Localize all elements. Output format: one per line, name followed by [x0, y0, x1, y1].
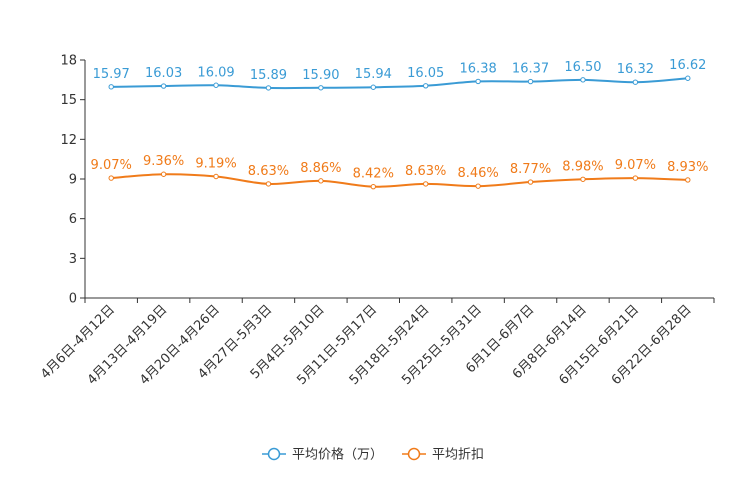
data-label: 15.90	[302, 68, 339, 83]
data-label: 8.46%	[457, 166, 498, 181]
data-label: 15.89	[250, 68, 287, 83]
series-line-1	[111, 173, 688, 188]
data-point[interactable]	[580, 77, 586, 83]
data-point[interactable]	[265, 181, 272, 187]
data-label: 8.42%	[353, 167, 394, 182]
legend: 平均价格（万） 平均折扣	[262, 447, 484, 463]
data-point[interactable]	[632, 79, 639, 85]
data-labels: 15.97 16.03 16.09 15.89 15.90 15.94 16.05 16.38…	[91, 58, 709, 181]
data-point[interactable]	[318, 85, 324, 91]
data-point[interactable]	[632, 175, 639, 181]
data-label: 8.86%	[300, 161, 341, 176]
data-point[interactable]	[527, 78, 534, 85]
data-point[interactable]	[160, 83, 167, 89]
data-label: 16.50	[564, 60, 601, 75]
y-tick-label: 0	[69, 292, 77, 307]
data-point[interactable]	[370, 183, 376, 190]
data-label: 15.97	[93, 67, 130, 82]
legend-item-1[interactable]: 平均折扣	[402, 448, 484, 463]
data-point[interactable]	[685, 75, 691, 81]
data-point[interactable]	[580, 176, 586, 182]
data-point[interactable]	[685, 177, 691, 183]
data-label: 8.63%	[405, 164, 446, 179]
data-label: 16.03	[145, 66, 182, 81]
data-point[interactable]	[108, 175, 114, 181]
data-label: 16.38	[460, 61, 497, 76]
data-label: 8.98%	[562, 159, 603, 174]
data-point[interactable]	[423, 83, 429, 89]
axes: 03691215184月6日-4月12日4月13日-4月19日4月20日-4月2…	[38, 54, 715, 388]
data-point[interactable]	[475, 78, 481, 85]
data-point[interactable]	[318, 178, 324, 184]
legend-label: 平均折扣	[432, 448, 484, 463]
series-layer	[108, 75, 691, 190]
data-point[interactable]	[213, 173, 219, 180]
data-label: 16.05	[407, 66, 444, 81]
data-point[interactable]	[265, 85, 272, 91]
y-tick-label: 12	[60, 133, 77, 148]
y-tick-label: 6	[69, 212, 77, 227]
data-label: 16.62	[669, 58, 706, 73]
data-label: 8.77%	[510, 162, 551, 177]
y-tick-label: 9	[69, 173, 77, 188]
data-label: 16.32	[617, 62, 654, 77]
legend-marker	[267, 447, 281, 461]
data-point[interactable]	[423, 181, 429, 187]
data-point[interactable]	[160, 171, 167, 177]
legend-item-0[interactable]: 平均价格（万）	[262, 447, 383, 463]
y-tick-label: 18	[60, 54, 77, 69]
data-point[interactable]	[527, 179, 534, 185]
data-point[interactable]	[370, 84, 376, 90]
data-label: 15.94	[355, 67, 392, 82]
data-point[interactable]	[213, 82, 219, 88]
data-label: 16.09	[197, 65, 234, 80]
data-label: 8.93%	[667, 160, 708, 175]
series-line-0	[111, 77, 688, 90]
data-label: 8.63%	[248, 164, 289, 179]
data-label: 9.19%	[195, 156, 236, 171]
y-tick-label: 3	[69, 252, 77, 267]
y-tick-label: 15	[60, 93, 77, 108]
legend-marker	[407, 447, 421, 461]
data-label: 9.07%	[615, 158, 656, 173]
data-label: 9.07%	[91, 158, 132, 173]
data-point[interactable]	[475, 183, 481, 189]
data-label: 9.36%	[143, 154, 184, 169]
data-label: 16.37	[512, 62, 549, 77]
data-point[interactable]	[108, 84, 114, 90]
legend-label: 平均价格（万）	[292, 447, 383, 463]
